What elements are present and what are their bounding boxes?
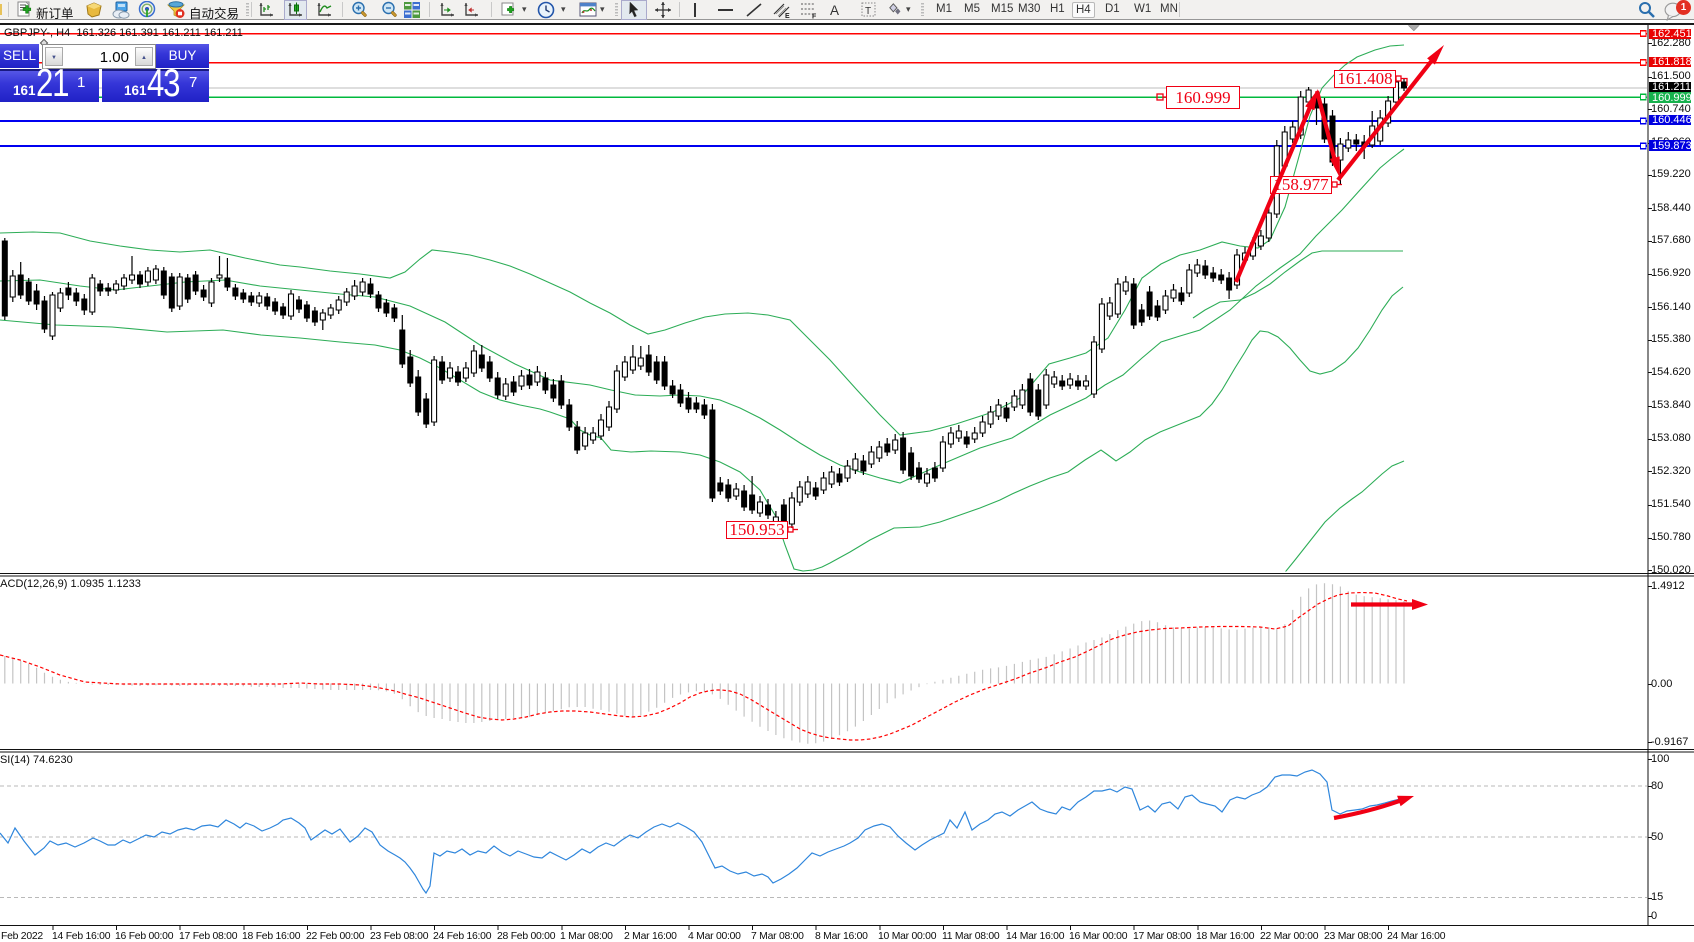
svg-text:T: T	[865, 6, 871, 17]
svg-text:E: E	[785, 13, 790, 19]
svg-text:F: F	[812, 14, 817, 20]
